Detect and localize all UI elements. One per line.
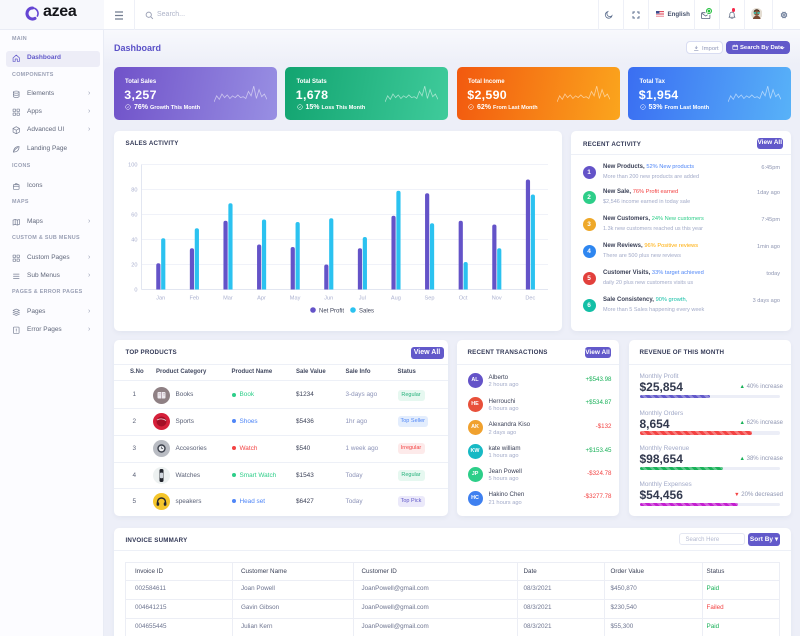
svg-text:May: May	[289, 295, 300, 301]
svg-text:Oct: Oct	[458, 295, 467, 301]
svg-text:Feb: Feb	[189, 295, 199, 301]
svg-text:Jan: Jan	[156, 295, 165, 301]
svg-text:100: 100	[128, 162, 137, 168]
svg-text:40: 40	[131, 237, 137, 243]
svg-text:80: 80	[131, 187, 137, 193]
svg-text:Mar: Mar	[223, 295, 233, 301]
svg-text:60: 60	[131, 212, 137, 218]
svg-text:Sep: Sep	[424, 295, 434, 301]
svg-text:Net Profit: Net Profit	[319, 308, 344, 314]
svg-text:Aug: Aug	[390, 295, 400, 301]
svg-text:Jun: Jun	[324, 295, 333, 301]
svg-text:Apr: Apr	[257, 295, 266, 301]
svg-text:Dec: Dec	[525, 295, 535, 301]
svg-text:Sales: Sales	[359, 308, 374, 314]
svg-text:Jul: Jul	[358, 295, 365, 301]
svg-text:0: 0	[134, 287, 137, 293]
svg-text:Nov: Nov	[491, 295, 501, 301]
svg-text:20: 20	[131, 262, 137, 268]
